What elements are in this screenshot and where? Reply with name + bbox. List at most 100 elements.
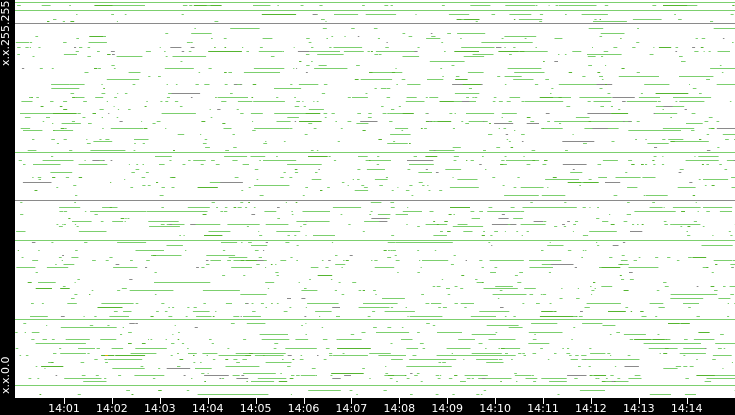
traffic-mark [212, 316, 215, 317]
traffic-mark [192, 311, 210, 312]
traffic-mark [682, 61, 686, 62]
traffic-mark [496, 47, 502, 48]
traffic-mark [70, 93, 75, 94]
traffic-mark [41, 366, 64, 367]
traffic-mark [117, 242, 147, 243]
traffic-mark [535, 47, 537, 48]
traffic-mark [181, 282, 211, 283]
traffic-mark [303, 224, 307, 225]
traffic-mark [99, 160, 103, 161]
traffic-mark [525, 378, 529, 379]
traffic-mark [407, 169, 411, 170]
traffic-mark [406, 378, 410, 379]
traffic-mark [345, 260, 349, 261]
traffic-mark [389, 113, 404, 114]
traffic-mark [461, 275, 465, 276]
traffic-mark [441, 5, 445, 6]
traffic-mark [321, 19, 325, 20]
traffic-mark [694, 51, 698, 52]
traffic-mark [395, 128, 409, 129]
traffic-mark [623, 121, 625, 122]
traffic-mark [237, 101, 253, 102]
traffic-mark [716, 128, 735, 129]
traffic-mark [204, 84, 208, 85]
traffic-mark [38, 47, 41, 48]
traffic-mark [356, 394, 358, 395]
traffic-mark [409, 185, 413, 186]
traffic-mark [503, 164, 507, 165]
traffic-mark [547, 121, 550, 122]
traffic-mark [690, 224, 700, 225]
traffic-mark [542, 164, 547, 165]
traffic-mark [151, 255, 182, 256]
traffic-mark [206, 264, 210, 265]
traffic-mark [610, 121, 632, 122]
traffic-mark [17, 267, 19, 268]
traffic-mark [616, 332, 620, 333]
traffic-mark [623, 290, 629, 291]
traffic-mark [129, 290, 152, 291]
traffic-mark [52, 177, 56, 178]
traffic-mark [627, 355, 631, 356]
traffic-mark [122, 327, 124, 328]
traffic-mark [29, 42, 33, 43]
traffic-mark [349, 390, 353, 391]
traffic-mark [692, 47, 696, 48]
traffic-mark [592, 47, 593, 48]
traffic-mark [390, 250, 393, 251]
traffic-mark [158, 390, 162, 391]
traffic-mark [15, 23, 735, 24]
traffic-mark [520, 187, 544, 188]
traffic-mark [252, 121, 254, 122]
traffic-mark [696, 375, 715, 376]
traffic-mark [395, 68, 397, 69]
traffic-mark [436, 224, 439, 225]
traffic-mark [92, 160, 105, 161]
traffic-mark [131, 172, 135, 173]
traffic-mark [589, 207, 591, 208]
traffic-mark [347, 121, 352, 122]
traffic-mark [584, 359, 586, 360]
traffic-mark [146, 101, 148, 102]
traffic-mark [222, 250, 226, 251]
traffic-mark [197, 187, 218, 188]
traffic-mark [250, 72, 280, 73]
traffic-mark [308, 390, 334, 391]
traffic-mark [70, 343, 72, 344]
traffic-mark [154, 294, 157, 295]
traffic-mark [373, 28, 378, 29]
traffic-mark [695, 353, 698, 354]
traffic-mark [164, 68, 167, 69]
x-tick-label: 14:05 [239, 402, 272, 415]
traffic-mark [625, 76, 628, 77]
traffic-mark [648, 348, 678, 349]
traffic-mark [253, 207, 256, 208]
traffic-mark [117, 109, 120, 110]
traffic-mark [333, 160, 337, 161]
traffic-mark [130, 187, 134, 188]
traffic-mark [59, 348, 62, 349]
traffic-mark [541, 250, 544, 251]
traffic-mark [287, 160, 290, 161]
traffic-mark [214, 47, 216, 48]
traffic-mark [99, 109, 103, 110]
traffic-mark [387, 303, 390, 304]
traffic-mark [483, 288, 518, 289]
traffic-mark [135, 303, 139, 304]
traffic-mark [679, 169, 684, 170]
traffic-mark [713, 179, 717, 180]
traffic-mark [181, 14, 184, 15]
traffic-mark [19, 355, 22, 356]
traffic-mark [201, 373, 205, 374]
traffic-mark [301, 325, 303, 326]
traffic-mark [464, 375, 483, 376]
traffic-mark [276, 231, 297, 232]
traffic-mark [51, 88, 80, 89]
traffic-mark [383, 51, 415, 52]
traffic-mark [300, 84, 319, 85]
x-tick [447, 398, 449, 404]
traffic-mark [390, 5, 393, 6]
traffic-mark [504, 348, 521, 349]
traffic-mark [685, 378, 689, 379]
traffic-mark [343, 260, 345, 261]
